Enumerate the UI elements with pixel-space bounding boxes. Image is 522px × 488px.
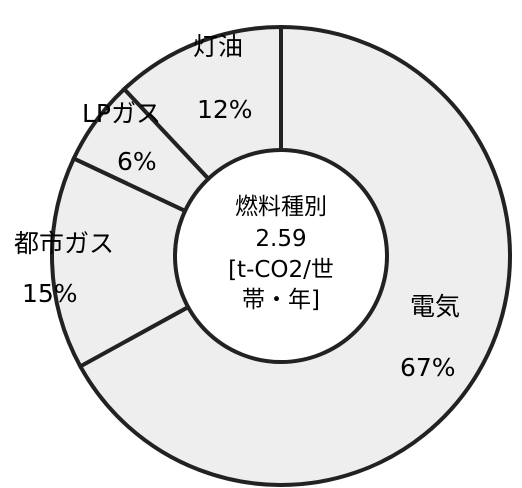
slice-label-lp-gas: LPガス — [82, 99, 161, 128]
slice-label-toyu: 灯油 — [193, 32, 243, 61]
slice-value-lp-gas: 6% — [117, 147, 157, 176]
slice-value-toyu: 12% — [197, 95, 253, 124]
slice-value-denki: 67% — [400, 353, 456, 382]
center-label-line-1: 燃料種別 — [235, 194, 327, 220]
slice-label-denki: 電気 — [410, 292, 460, 321]
center-label-line-3: [t-CO2/世 — [228, 257, 334, 283]
center-label-line-4: 帯・年] — [242, 287, 320, 313]
slice-labels: 電気 67% 都市ガス 15% LPガス 6% 灯油 12% — [14, 32, 460, 382]
center-label: 燃料種別 2.59 [t-CO2/世 帯・年] — [228, 194, 334, 313]
slice-value-toshi-gas: 15% — [22, 279, 78, 308]
slice-2 — [50, 155, 286, 370]
donut-hole — [173, 148, 389, 364]
slice-label-toshi-gas: 都市ガス — [14, 229, 114, 258]
center-label-line-2: 2.59 — [255, 226, 306, 252]
